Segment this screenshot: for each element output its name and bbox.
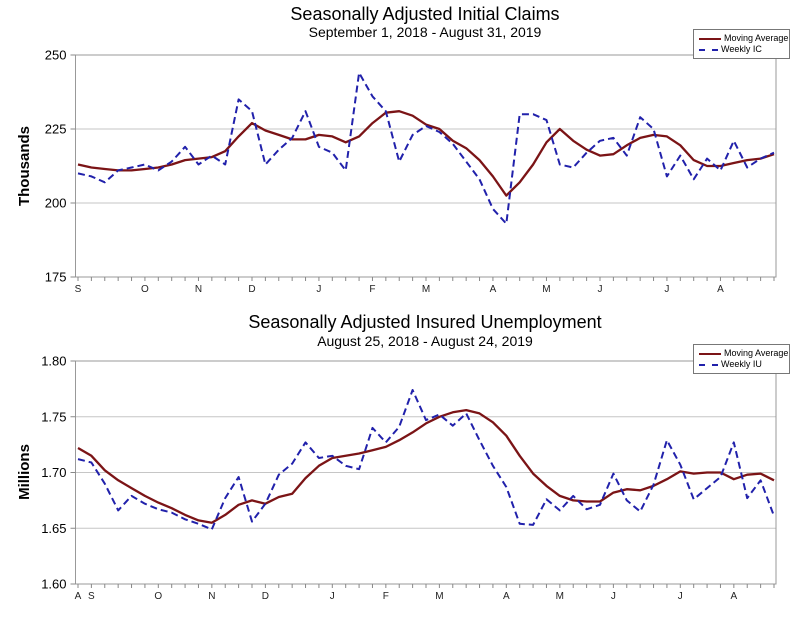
plot-area: 175 200 225 250 S O N D J F M A M J J A xyxy=(45,48,777,295)
chart-subtitle: September 1, 2018 - August 31, 2019 xyxy=(308,24,542,40)
x-month-label: J xyxy=(330,591,335,602)
legend-label-moving-average: Moving Average xyxy=(724,348,789,358)
y-tick-label: 1.60 xyxy=(41,577,66,592)
x-month-label: A xyxy=(717,284,724,295)
x-month-label: S xyxy=(88,591,95,602)
legend-label-weekly-ic: Weekly IC xyxy=(721,44,762,54)
chart-title: Seasonally Adjusted Initial Claims xyxy=(290,4,560,24)
x-month-label: M xyxy=(542,284,550,295)
weekly-line xyxy=(77,389,775,531)
x-month-label: N xyxy=(195,284,202,295)
x-month-label: F xyxy=(369,284,375,295)
moving-average-line xyxy=(77,408,775,524)
x-month-label: J xyxy=(598,284,603,295)
initial-claims-chart: Seasonally Adjusted Initial Claims Septe… xyxy=(0,0,794,300)
legend-label-weekly-iu: Weekly IU xyxy=(721,359,762,369)
weekly-iu-line-icon xyxy=(699,363,718,366)
weekly-line xyxy=(77,71,775,225)
legend-label-moving-average: Moving Average xyxy=(724,33,789,43)
chart-subtitle: August 25, 2018 - August 24, 2019 xyxy=(317,333,533,349)
y-tick-label: 1.80 xyxy=(41,354,66,369)
weekly-ic-line-icon xyxy=(699,48,718,51)
x-month-label: O xyxy=(141,284,149,295)
moving-average-line xyxy=(77,110,775,197)
x-month-label: A xyxy=(503,591,510,602)
x-month-label: M xyxy=(422,284,430,295)
x-month-label: O xyxy=(154,591,162,602)
chart-title: Seasonally Adjusted Insured Unemployment xyxy=(248,312,602,332)
x-month-label: J xyxy=(316,284,321,295)
x-month-label: A xyxy=(490,284,497,295)
x-month-label: J xyxy=(664,284,669,295)
y-tick-label: 250 xyxy=(45,48,67,63)
legend: Moving Average Weekly IU xyxy=(693,344,790,374)
x-month-label: A xyxy=(731,591,738,602)
legend-row: Moving Average xyxy=(699,348,789,359)
x-month-label: J xyxy=(611,591,616,602)
legend: Moving Average Weekly IC xyxy=(693,29,790,59)
x-month-label: N xyxy=(208,591,215,602)
x-month-label: M xyxy=(556,591,564,602)
y-tick-label: 1.75 xyxy=(41,409,66,424)
legend-row: Weekly IU xyxy=(699,359,789,370)
legend-row: Moving Average xyxy=(699,33,789,44)
moving-average-line-icon xyxy=(699,37,721,40)
insured-unemployment-chart: Seasonally Adjusted Insured Unemployment… xyxy=(0,300,794,618)
x-month-label: D xyxy=(248,284,255,295)
x-month-label: D xyxy=(262,591,269,602)
x-month-label: F xyxy=(383,591,389,602)
plot-frame xyxy=(75,54,777,278)
y-tick-label: 200 xyxy=(45,196,67,211)
y-tick-label: 175 xyxy=(45,270,67,285)
x-month-label: M xyxy=(435,591,443,602)
legend-row: Weekly IC xyxy=(699,44,789,55)
x-month-label: A xyxy=(75,591,82,602)
x-month-label: J xyxy=(678,591,683,602)
y-tick-label: 1.65 xyxy=(41,521,66,536)
plot-area: 1.601.651.701.751.80A S O N D J F M A M J J A xyxy=(41,354,777,602)
moving-average-line-icon xyxy=(699,352,721,355)
y-tick-label: 1.70 xyxy=(41,465,66,480)
x-month-label: S xyxy=(75,284,82,295)
y-tick-label: 225 xyxy=(45,122,67,137)
